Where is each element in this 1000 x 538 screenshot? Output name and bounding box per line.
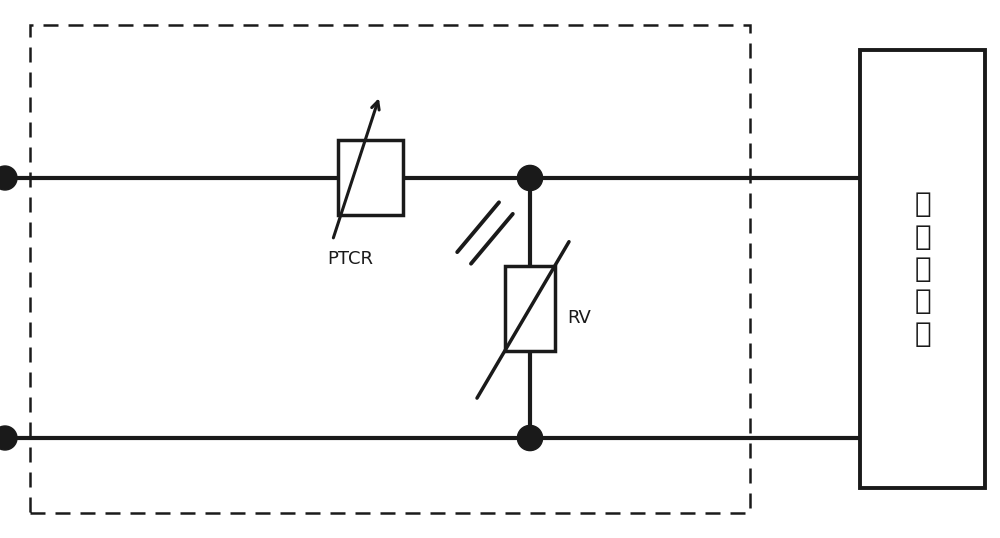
Bar <box>860 50 985 488</box>
Circle shape <box>517 426 543 451</box>
Text: PTCR: PTCR <box>328 251 374 268</box>
Circle shape <box>0 166 17 190</box>
Text: 被
保
护
电
路: 被 保 护 电 路 <box>914 190 931 348</box>
Bar <box>338 140 402 216</box>
Text: RV: RV <box>567 309 591 327</box>
Bar <box>505 265 555 350</box>
Bar <box>30 25 750 513</box>
Circle shape <box>0 426 17 450</box>
Circle shape <box>517 165 543 190</box>
